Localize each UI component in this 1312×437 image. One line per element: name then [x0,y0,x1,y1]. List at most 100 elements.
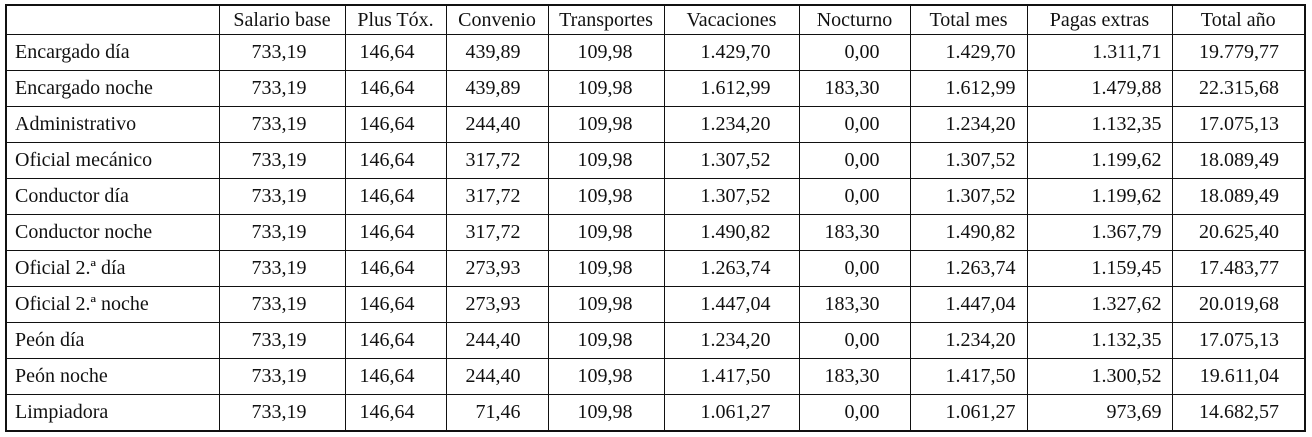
cell: 19.611,04 [1171,358,1306,395]
cell: 109,98 [547,394,665,432]
cell: 0,00 [798,250,911,287]
cell: 146,64 [344,70,447,107]
cell: 0,00 [798,178,911,215]
cell: 146,64 [344,286,447,323]
cell: 733,19 [218,178,346,215]
cell: 1.429,70 [909,34,1028,71]
cell: 733,19 [218,70,346,107]
row-label: Encargado noche [5,70,220,107]
cell: 146,64 [344,106,447,143]
table-row: Peón noche 733,19 146,64 244,40 109,98 1.417,… [5,358,1306,395]
cell: 244,40 [445,106,549,143]
cell: 1.234,20 [663,106,800,143]
row-label: Peón día [5,322,220,359]
cell: 0,00 [798,142,911,179]
cell: 317,72 [445,214,549,251]
cell: 973,69 [1026,394,1173,432]
table-row: Conductor día 733,19 146,64 317,72 109,98 1.3… [5,178,1306,215]
cell: 317,72 [445,178,549,215]
cell: 22.315,68 [1171,70,1306,107]
cell: 1.490,82 [909,214,1028,251]
cell: 1.417,50 [663,358,800,395]
cell: 146,64 [344,394,447,432]
column-header: Vacaciones [663,4,800,35]
cell: 146,64 [344,322,447,359]
row-label: Peón noche [5,358,220,395]
row-label: Oficial mecánico [5,142,220,179]
cell: 733,19 [218,214,346,251]
cell: 733,19 [218,34,346,71]
row-label: Conductor día [5,178,220,215]
cell: 1.159,45 [1026,250,1173,287]
cell: 0,00 [798,322,911,359]
cell: 14.682,57 [1171,394,1306,432]
cell: 20.019,68 [1171,286,1306,323]
cell: 71,46 [445,394,549,432]
cell: 1.061,27 [909,394,1028,432]
cell: 1.307,52 [663,142,800,179]
row-label: Administrativo [5,106,220,143]
cell: 109,98 [547,34,665,71]
table-row: Oficial 2.ª noche 733,19 146,64 273,93 109,9… [5,286,1306,323]
cell: 1.300,52 [1026,358,1173,395]
table-row: Peón día 733,19 146,64 244,40 109,98 1.234,20… [5,322,1306,359]
cell: 439,89 [445,34,549,71]
cell: 273,93 [445,250,549,287]
table-row: Administrativo 733,19 146,64 244,40 109,98 1.… [5,106,1306,143]
cell: 1.234,20 [663,322,800,359]
cell: 244,40 [445,358,549,395]
cell: 1.612,99 [909,70,1028,107]
salary-table: Salario base Plus Tóx. Convenio Transportes… [5,4,1306,432]
cell: 1.234,20 [909,322,1028,359]
cell: 0,00 [798,394,911,432]
cell: 183,30 [798,286,911,323]
cell: 733,19 [218,286,346,323]
cell: 109,98 [547,250,665,287]
table-row: Limpiadora 733,19 146,64 71,46 109,98 1.061,2… [5,394,1306,432]
cell: 146,64 [344,250,447,287]
cell: 109,98 [547,286,665,323]
column-header: Total mes [909,4,1028,35]
corner-cell [5,4,220,35]
column-header: Pagas extras [1026,4,1173,35]
row-label: Encargado día [5,34,220,71]
table-row: Oficial mecánico 733,19 146,64 317,72 109,98… [5,142,1306,179]
cell: 146,64 [344,178,447,215]
column-header: Transportes [547,4,665,35]
cell: 19.779,77 [1171,34,1306,71]
cell: 244,40 [445,322,549,359]
cell: 109,98 [547,214,665,251]
row-label: Oficial 2.ª día [5,250,220,287]
row-label: Oficial 2.ª noche [5,286,220,323]
cell: 733,19 [218,250,346,287]
cell: 1.447,04 [909,286,1028,323]
cell: 20.625,40 [1171,214,1306,251]
cell: 733,19 [218,322,346,359]
column-header: Nocturno [798,4,911,35]
cell: 1.429,70 [663,34,800,71]
row-label: Conductor noche [5,214,220,251]
cell: 1.490,82 [663,214,800,251]
cell: 109,98 [547,106,665,143]
cell: 1.479,88 [1026,70,1173,107]
cell: 109,98 [547,322,665,359]
table-row: Oficial 2.ª día 733,19 146,64 273,93 109,98 1… [5,250,1306,287]
cell: 183,30 [798,214,911,251]
cell: 0,00 [798,34,911,71]
cell: 109,98 [547,178,665,215]
cell: 317,72 [445,142,549,179]
column-header: Total año [1171,4,1306,35]
cell: 733,19 [218,358,346,395]
table-row: Encargado día 733,19 146,64 439,89 109,98 1.4… [5,34,1306,71]
cell: 1.199,62 [1026,178,1173,215]
cell: 733,19 [218,142,346,179]
cell: 183,30 [798,358,911,395]
cell: 273,93 [445,286,549,323]
cell: 1.263,74 [909,250,1028,287]
cell: 0,00 [798,106,911,143]
cell: 1.447,04 [663,286,800,323]
table-row: Encargado noche 733,19 146,64 439,89 109,98 1… [5,70,1306,107]
cell: 109,98 [547,142,665,179]
cell: 733,19 [218,106,346,143]
